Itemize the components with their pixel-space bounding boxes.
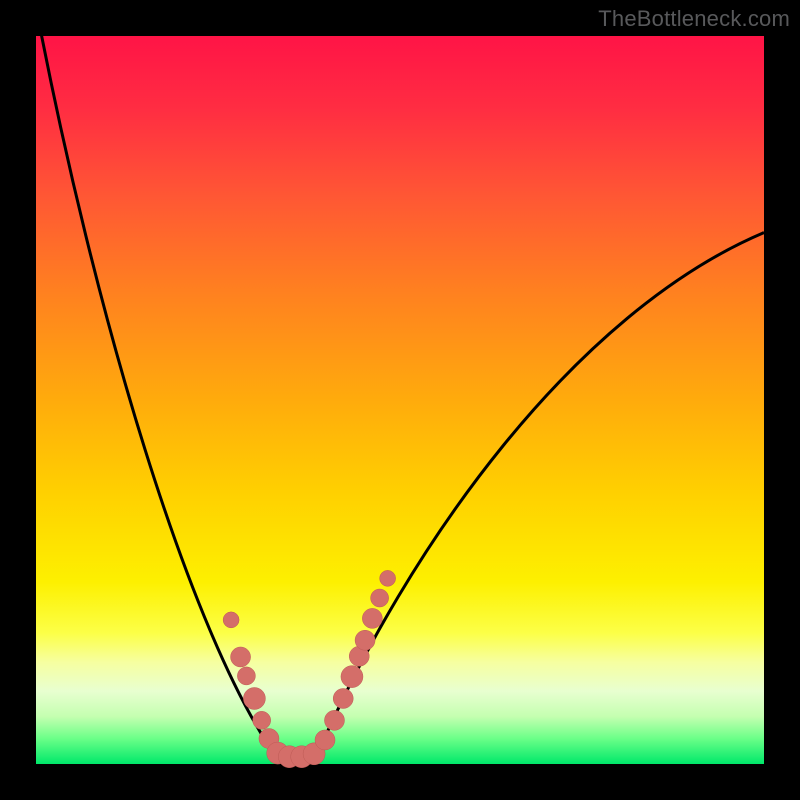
- watermark-text: TheBottleneck.com: [598, 6, 790, 32]
- chart-stage: TheBottleneck.com: [0, 0, 800, 800]
- chart-background: [0, 0, 800, 800]
